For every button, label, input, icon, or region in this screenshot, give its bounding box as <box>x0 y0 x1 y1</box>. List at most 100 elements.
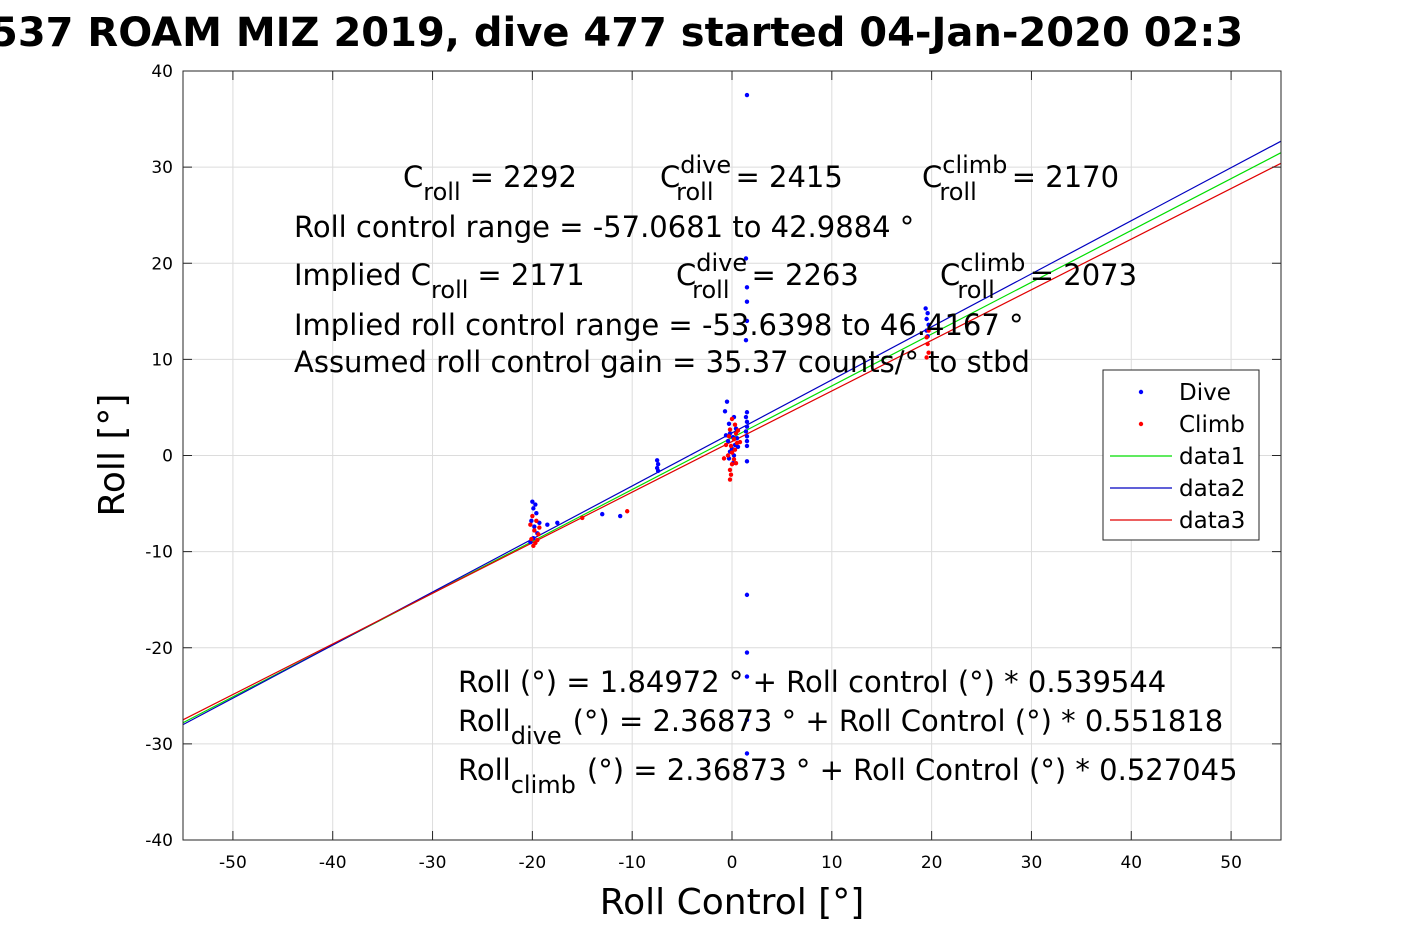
point-dive <box>923 306 928 311</box>
point-dive <box>726 421 732 426</box>
point-dive <box>531 506 536 511</box>
y-tick-label: -10 <box>145 543 173 563</box>
point-climb <box>580 515 585 521</box>
point-dive <box>744 419 750 425</box>
y-tick-label: -30 <box>145 735 173 755</box>
point-climb <box>723 442 729 448</box>
point-dive <box>654 458 660 463</box>
y-tick-label: -20 <box>145 639 173 659</box>
point-climb <box>924 335 929 340</box>
x-axis-label: Roll Control [°] <box>600 882 865 923</box>
point-dive <box>744 438 750 444</box>
chart-title: 537 ROAM MIZ 2019, dive 477 started 04-J… <box>0 10 1243 56</box>
point-dive <box>744 318 750 324</box>
point-dive <box>532 524 537 529</box>
point-climb <box>529 536 534 542</box>
point-climb <box>731 457 737 462</box>
point-climb <box>624 509 630 514</box>
y-tick-label: -40 <box>145 831 173 851</box>
point-climb <box>728 472 734 477</box>
legend-marker-climb <box>1138 421 1144 427</box>
x-tick-label: 20 <box>921 853 943 873</box>
point-dive <box>725 438 731 444</box>
series-line-data3 <box>182 162 1282 721</box>
point-climb <box>732 447 738 452</box>
point-dive <box>744 285 750 290</box>
legend-label-data3: data3 <box>1179 508 1245 534</box>
point-dive <box>530 499 535 504</box>
x-tick-label: 40 <box>1120 853 1142 873</box>
point-climb <box>735 428 741 433</box>
point-climb <box>537 525 542 530</box>
legend-label-data2: data2 <box>1179 476 1245 502</box>
annotation-implied-range: Implied roll control range = -53.6398 to… <box>294 308 1024 342</box>
point-climb <box>926 328 931 333</box>
point-dive <box>744 299 750 304</box>
point-climb <box>726 434 732 439</box>
point-climb <box>727 477 733 482</box>
point-dive <box>722 409 728 414</box>
y-tick-label: 0 <box>162 447 173 467</box>
point-dive <box>744 717 750 723</box>
point-dive <box>925 311 930 316</box>
annotation-fit-climb: Rollclimb (°) = 2.36873 ° + Roll Control … <box>458 753 1238 799</box>
point-dive <box>600 511 605 517</box>
point-dive <box>744 674 750 679</box>
data-points <box>528 92 931 756</box>
point-dive <box>545 522 550 527</box>
point-climb <box>725 453 731 458</box>
axis-ticks: -50 -40 -30 -20 -10 0 10 20 30 40 50 -40 -30 -20 -10 0 1… <box>145 62 1281 873</box>
legend-marker-dive <box>1138 389 1144 395</box>
point-climb <box>729 461 735 467</box>
point-dive <box>744 751 750 756</box>
x-tick-label: 10 <box>821 853 843 873</box>
point-dive <box>555 520 560 525</box>
annotation-c-climb: Cclimb roll = 2170 <box>922 151 1119 206</box>
y-tick-label: 10 <box>151 350 173 370</box>
point-climb <box>737 439 743 445</box>
x-tick-label: 50 <box>1220 853 1242 873</box>
point-climb <box>727 467 733 473</box>
point-climb <box>721 456 727 461</box>
point-dive <box>744 410 750 415</box>
point-climb <box>534 518 539 524</box>
point-dive <box>618 513 623 519</box>
y-tick-label: 20 <box>151 254 173 274</box>
x-tick-label: 0 <box>727 853 738 873</box>
x-tick-label: -10 <box>618 853 646 873</box>
point-dive <box>744 424 750 429</box>
annotation-fit-dive: Rolldive (°) = 2.36873 ° + Roll Control (… <box>458 704 1223 750</box>
annotation-gain: Assumed roll control gain = 35.37 counts… <box>294 345 1030 379</box>
point-dive <box>744 443 750 449</box>
point-dive <box>926 322 931 327</box>
annotation-c-dive: Cdive roll = 2415 <box>660 151 843 206</box>
point-climb <box>926 350 931 355</box>
point-dive <box>743 256 749 261</box>
point-climb <box>728 443 734 449</box>
legend-label-dive: Dive <box>1179 380 1231 406</box>
y-tick-label: 40 <box>151 62 173 82</box>
point-dive <box>534 510 539 516</box>
point-dive <box>744 92 750 98</box>
point-dive <box>735 444 741 450</box>
legend: Dive Climb data1 data2 data3 <box>1102 369 1260 541</box>
legend-items: Dive Climb data1 data2 data3 <box>1110 380 1245 534</box>
point-dive <box>529 518 534 524</box>
y-tick-label: 30 <box>151 158 173 178</box>
point-climb <box>536 532 541 537</box>
legend-label-data1: data1 <box>1179 444 1245 470</box>
point-climb <box>729 416 735 422</box>
point-dive <box>744 592 750 598</box>
point-climb <box>924 355 929 360</box>
point-climb <box>732 422 738 427</box>
point-climb <box>535 537 540 543</box>
point-dive <box>744 459 750 464</box>
x-tick-label: -30 <box>419 853 447 873</box>
point-climb <box>532 528 537 533</box>
point-climb <box>731 436 737 442</box>
point-dive <box>744 434 750 439</box>
point-dive <box>743 429 749 434</box>
point-dive <box>743 414 749 420</box>
point-dive <box>655 468 661 474</box>
